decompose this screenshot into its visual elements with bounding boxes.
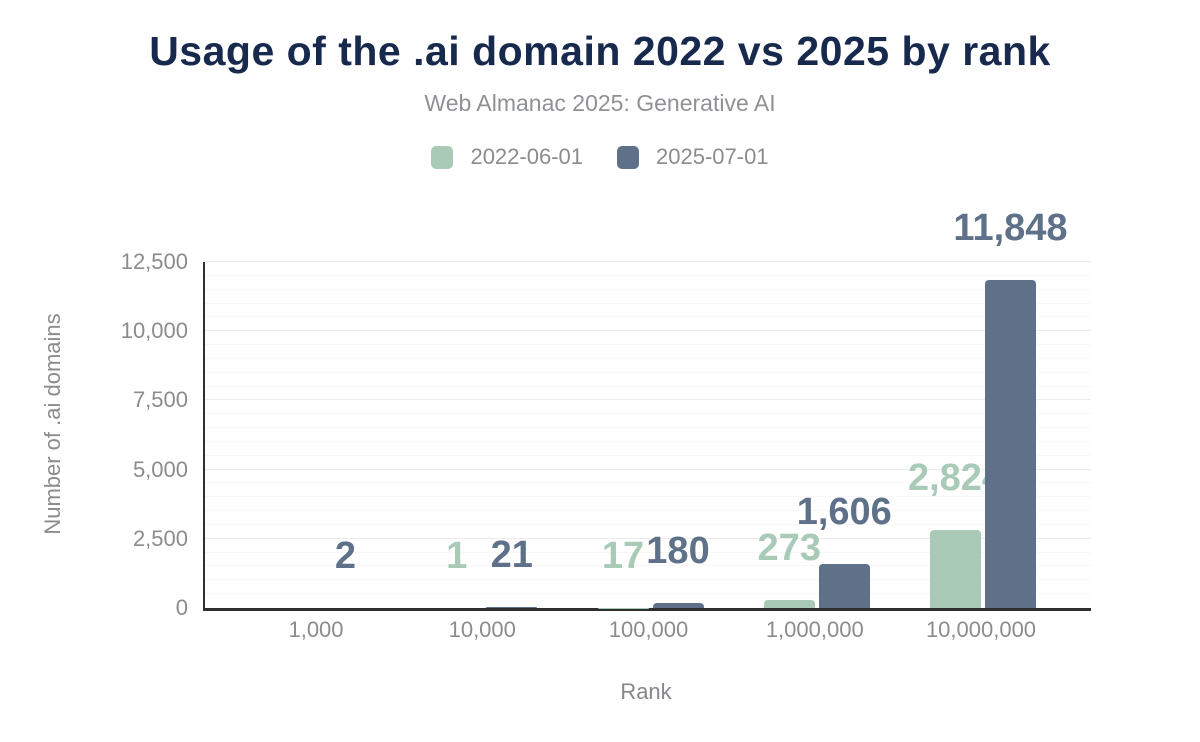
legend-label-2022: 2022-06-01 (470, 144, 583, 169)
gridline-major (205, 468, 1091, 470)
data-label-2022-06-01-rank-100000: 17 (601, 534, 645, 577)
gridline-minor (205, 316, 1091, 318)
y-tick-10000: 10,000 (120, 318, 188, 344)
gridline-minor (205, 371, 1091, 373)
gridline-minor (205, 551, 1091, 553)
legend: 2022-06-01 2025-07-01 (0, 144, 1200, 170)
y-tick-2500: 2,500 (132, 525, 188, 551)
gridline-major (205, 399, 1091, 401)
gridline-minor (205, 413, 1091, 415)
chart-subtitle: Web Almanac 2025: Generative AI (424, 90, 776, 116)
x-axis-tick-labels: 1,000 10,000 100,000 1,000,000 10,000,000 (203, 618, 1089, 644)
bar-2025-07-01-rank-10000 (486, 607, 538, 608)
bar-2025-07-01-rank-100000 (652, 603, 704, 608)
gridline-minor (205, 593, 1091, 595)
plot-area: 2 1 21 17 180 273 1,606 2,824 11,848 (203, 209, 1091, 611)
y-tick-12500: 12,500 (120, 249, 188, 274)
gridline-minor (205, 454, 1091, 456)
gridline-minor (205, 385, 1091, 387)
y-axis-tick-labels: 0 2,500 5,000 7,500 10,000 12,500 (0, 251, 188, 619)
data-label-2025-07-01-rank-1000: 2 (334, 534, 357, 577)
legend-label-2025: 2025-07-01 (656, 144, 769, 169)
gridline-minor (205, 523, 1091, 525)
legend-item-2025-07-01[interactable]: 2025-07-01 (617, 144, 769, 170)
data-label-2025-07-01-rank-1000000: 1,606 (796, 490, 892, 533)
gridline-minor (205, 565, 1091, 567)
legend-item-2022-06-01[interactable]: 2022-06-01 (431, 144, 583, 170)
gridline-minor (205, 427, 1091, 429)
legend-swatch-2022-icon (431, 145, 454, 169)
bar-2022-06-01-rank-1000000 (763, 600, 815, 608)
gridline-minor (205, 288, 1091, 290)
x-axis-title: Rank (620, 679, 672, 704)
gridline-minor (205, 579, 1091, 581)
x-tick-100000: 100,000 (608, 617, 689, 642)
x-tick-1000: 1,000 (288, 617, 344, 642)
bar-2025-07-01-rank-1000000 (818, 563, 870, 608)
gridline-minor (205, 440, 1091, 442)
chart-title: Usage of the .ai domain 2022 vs 2025 by … (149, 28, 1051, 74)
y-tick-5000: 5,000 (132, 456, 188, 482)
y-tick-7500: 7,500 (132, 387, 188, 413)
gridline-minor (205, 344, 1091, 346)
gridline-minor (205, 302, 1091, 304)
x-tick-1000000: 1,000,000 (765, 617, 864, 642)
gridline-minor (205, 357, 1091, 359)
data-label-2022-06-01-rank-1000000: 273 (757, 527, 821, 570)
gridline-minor (205, 482, 1091, 484)
bar-2025-07-01-rank-10000000 (985, 280, 1036, 608)
x-tick-10000: 10,000 (448, 617, 516, 642)
x-tick-10000000: 10,000,000 (925, 617, 1037, 642)
gridline-major (205, 537, 1091, 539)
gridline-minor (205, 274, 1091, 276)
gridline-minor (205, 510, 1091, 512)
data-label-2025-07-01-rank-10000000: 11,848 (953, 207, 1068, 250)
gridline-major (205, 261, 1091, 262)
data-label-2025-07-01-rank-10000: 21 (490, 534, 533, 577)
data-label-2025-07-01-rank-100000: 180 (646, 530, 710, 573)
y-tick-0: 0 (175, 595, 188, 620)
gridline-major (205, 330, 1091, 332)
bar-2022-06-01-rank-10000000 (930, 529, 981, 608)
legend-swatch-2025-icon (617, 145, 639, 169)
data-label-2022-06-01-rank-10000: 1 (446, 534, 468, 577)
gridline-minor (205, 496, 1091, 498)
